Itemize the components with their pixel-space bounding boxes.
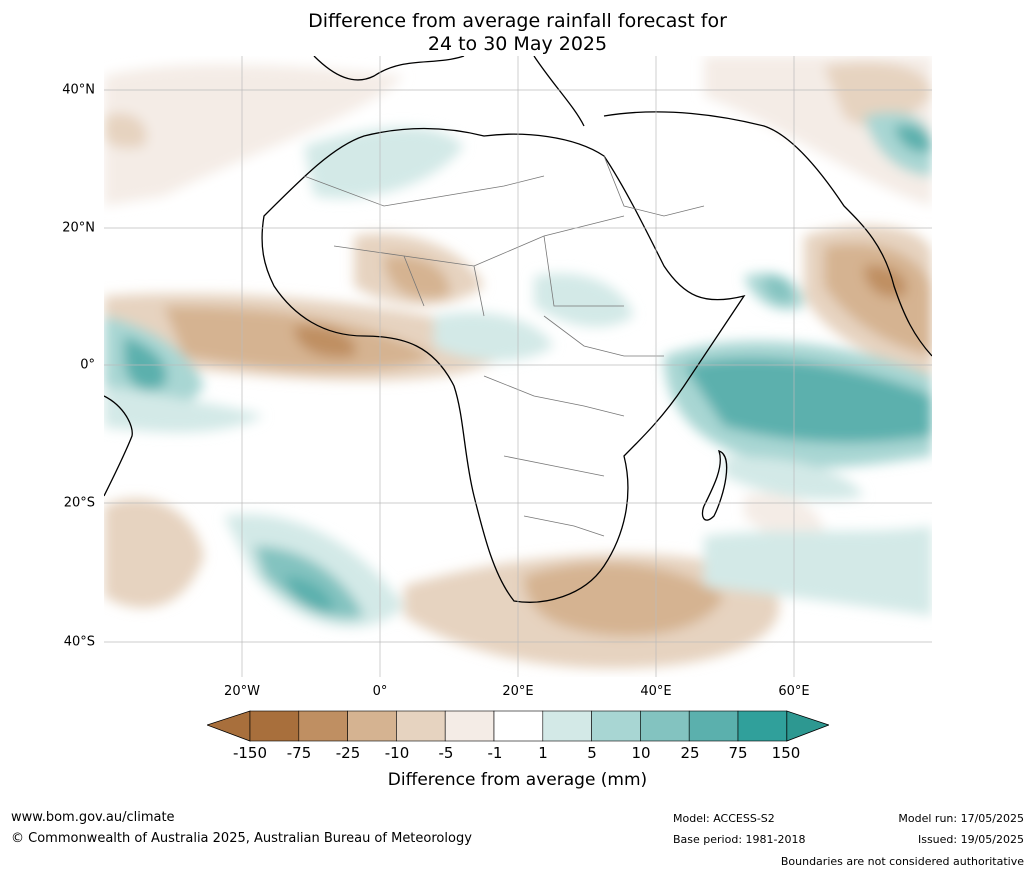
lat-label-20s: 20°S	[63, 495, 95, 511]
legend-swatch	[249, 710, 300, 742]
title-line-1: Difference from average rainfall forecas…	[308, 10, 727, 32]
lon-label-0: 0°	[372, 684, 388, 699]
country-borders	[303, 155, 705, 537]
legend-swatch	[640, 710, 690, 742]
legend-tick: 75	[728, 744, 748, 762]
footer-issued: Issued: 19/05/2025	[917, 833, 1024, 846]
map-title: Difference from average rainfall forecas…	[0, 10, 1035, 56]
title-line-2: 24 to 30 May 2025	[427, 33, 608, 55]
legend-tick: -5	[438, 744, 454, 762]
footer-disclaimer: Boundaries are not considered authoritat…	[780, 855, 1024, 868]
anomaly-fields	[104, 56, 932, 669]
legend-colorbar	[207, 710, 829, 742]
legend-tick: -25	[335, 744, 361, 762]
lon-label-40e: 40°E	[640, 684, 672, 699]
legend-title: Difference from average (mm)	[387, 770, 648, 790]
legend-tick: 150	[771, 744, 801, 762]
legend-swatch	[493, 710, 544, 742]
footer-website-link[interactable]: www.bom.gov.au/climate	[11, 810, 175, 825]
legend-tick: 5	[587, 744, 597, 762]
legend-extend-low	[207, 710, 251, 742]
legend-swatch	[688, 710, 739, 742]
footer-model-run: Model run: 17/05/2025	[898, 812, 1024, 825]
lat-label-0: 0°	[80, 357, 95, 373]
lon-label-20w: 20°W	[224, 684, 260, 699]
footer-copyright: © Commonwealth of Australia 2025, Austra…	[11, 831, 472, 846]
legend-swatch	[396, 710, 446, 742]
legend-swatch	[298, 710, 348, 742]
legend-tick: -150	[232, 744, 268, 762]
coastlines	[104, 56, 932, 603]
footer-model: Model: ACCESS-S2	[673, 812, 775, 825]
lat-label-40s: 40°S	[63, 634, 95, 650]
lon-label-60e: 60°E	[778, 684, 810, 699]
legend-swatch	[347, 710, 397, 742]
lon-label-20e: 20°E	[502, 684, 534, 699]
legend-tick: 10	[631, 744, 651, 762]
legend-swatch	[591, 710, 641, 742]
legend-tick: 25	[680, 744, 700, 762]
legend-swatch	[737, 710, 788, 742]
legend-swatch	[444, 710, 495, 742]
legend-tick: -1	[487, 744, 503, 762]
lat-label-20n: 20°N	[62, 220, 95, 236]
legend-tick: 1	[538, 744, 548, 762]
legend-swatch	[542, 710, 592, 742]
graticule	[104, 56, 932, 677]
lat-label-40n: 40°N	[62, 82, 95, 98]
legend-tick: -75	[286, 744, 312, 762]
legend-tick: -10	[384, 744, 410, 762]
rainfall-anomaly-map	[104, 56, 932, 677]
footer-base-period: Base period: 1981-2018	[673, 833, 806, 846]
legend-extend-high	[786, 710, 829, 742]
